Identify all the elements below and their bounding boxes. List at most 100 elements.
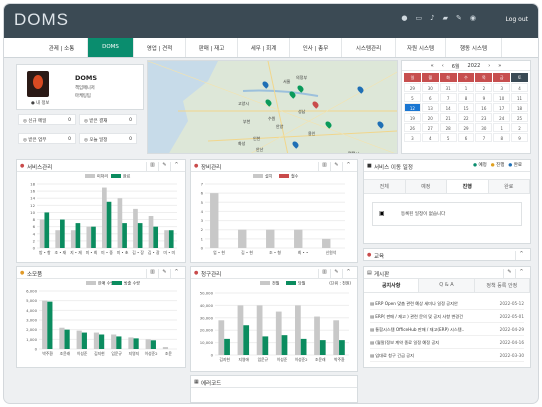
notice-row[interactable]: ▤ 임대료 청구 긴급 공지 2022-03-30 [370, 349, 524, 362]
nav-tab-2[interactable]: 영업 | 견적 [134, 38, 186, 57]
calendar-day[interactable]: 29 [404, 83, 421, 92]
calendar-day[interactable]: 8 [493, 133, 511, 142]
nav-tab-5[interactable]: 인사 | 총무 [290, 38, 342, 57]
main-nav: 관제 | 소통 DOMS 영업 | 견적 판매 | 재고 세무 | 회계 인사 | 총무 시… [4, 38, 538, 58]
next-month-button[interactable]: › [488, 63, 491, 69]
schedule-tab-1[interactable]: 예정 [405, 180, 447, 193]
calendar-day[interactable]: 18 [511, 103, 528, 112]
settings-icon[interactable]: ✎ [456, 14, 462, 22]
collapse-icon[interactable]: ^ [515, 269, 527, 278]
calendar-day[interactable]: 5 [439, 133, 457, 142]
logout-button[interactable]: Log out [506, 16, 528, 23]
calendar-day[interactable]: 11 [511, 93, 528, 102]
collapse-icon[interactable]: ^ [342, 269, 354, 278]
calendar-day[interactable]: 10 [493, 93, 511, 102]
edit-icon[interactable]: ✎ [330, 162, 342, 171]
chart-icon[interactable]: ▥ [318, 269, 330, 278]
calendar-day[interactable]: 14 [439, 103, 457, 112]
notice-row[interactable]: ▤ ERP( 판매 / 재고 ) 관련 문의 및 공지 사항 변경건 2022-0… [370, 310, 524, 323]
calendar-day[interactable]: 4 [511, 83, 528, 92]
prev-month-button[interactable]: ‹ [441, 63, 444, 69]
edit-icon[interactable]: ✎ [158, 269, 170, 278]
calendar-day[interactable]: 17 [493, 103, 511, 112]
notice-row[interactable]: ▤ 통합시스템 OfficeHub 판매 / 재고(ERP) 시스템.. 2022… [370, 323, 524, 336]
chart-icon[interactable]: ▥ [318, 162, 330, 171]
calendar-day[interactable]: 27 [421, 123, 439, 132]
calendar-day[interactable]: 24 [493, 113, 511, 122]
calendar-day[interactable]: 7 [439, 93, 457, 102]
chart-icon[interactable]: ▥ [146, 162, 158, 171]
chart-icon[interactable]: ▥ [146, 269, 158, 278]
user-icon[interactable]: ◉ [469, 14, 476, 22]
stat-3[interactable]: ◎ 오늘 일정 0 [79, 133, 137, 144]
notice-tab-0[interactable]: 공지사항 [364, 279, 420, 292]
bell-icon[interactable]: ♪ [430, 14, 435, 22]
nav-tab-1[interactable]: DOMS [88, 38, 134, 57]
profile-name: DOMS [75, 74, 98, 82]
edit-icon[interactable]: ✎ [158, 162, 170, 171]
stat-1[interactable]: ◎ 받은 결재 0 [79, 114, 137, 125]
nav-tab-7[interactable]: 자원 시스템 [396, 38, 446, 57]
folder-icon[interactable]: ▰ [442, 14, 449, 22]
schedule-tab-3[interactable]: 완료 [488, 180, 530, 193]
calendar-day[interactable]: 25 [511, 113, 528, 122]
calendar-day[interactable]: 1 [457, 83, 475, 92]
calendar-day[interactable]: 16 [475, 103, 493, 112]
calendar-day[interactable]: 7 [475, 133, 493, 142]
stat-2[interactable]: ◎ 받은 업무 0 [18, 133, 76, 144]
notice-row[interactable]: ▤ ERP Open 맞춤 관련 예상 세미나 일정 공지안 2022-05-12 [370, 297, 524, 310]
calendar-day[interactable]: 3 [493, 83, 511, 92]
calendar-day[interactable]: 15 [457, 103, 475, 112]
calendar-day[interactable]: 8 [457, 93, 475, 102]
calendar-day[interactable]: 2 [475, 83, 493, 92]
nav-tab-0[interactable]: 관제 | 소통 [36, 38, 88, 57]
calendar-day[interactable]: 21 [439, 113, 457, 122]
nav-tab-4[interactable]: 세무 | 회계 [238, 38, 290, 57]
notice-tab-1[interactable]: Q & A [419, 279, 475, 292]
prev-year-button[interactable]: « [430, 63, 434, 69]
stat-0[interactable]: ◎ 신규 메일 0 [18, 114, 76, 125]
nav-tab-6[interactable]: 시스템관리 [342, 38, 396, 57]
calendar-day[interactable]: 29 [457, 123, 475, 132]
edit-icon[interactable]: ✎ [330, 269, 342, 278]
notice-tools: ✎ ^ [503, 269, 527, 278]
calendar-day[interactable]: 31 [439, 83, 457, 92]
calendar-day[interactable]: 4 [421, 133, 439, 142]
calendar-day[interactable]: 2 [511, 123, 528, 132]
my-info-link[interactable]: ● 내 정보 [31, 101, 50, 106]
calendar-day[interactable]: 30 [475, 123, 493, 132]
collapse-icon[interactable]: ^ [170, 269, 182, 278]
bar-0 [294, 229, 303, 248]
collapse-icon[interactable]: ^ [515, 251, 527, 260]
nav-tab-3[interactable]: 판매 | 재고 [186, 38, 238, 57]
calendar-day[interactable]: 5 [404, 93, 421, 102]
calendar-day[interactable]: 20 [421, 113, 439, 122]
calendar-day[interactable]: 30 [421, 83, 439, 92]
collapse-icon[interactable]: ^ [170, 162, 182, 171]
nav-tab-8[interactable]: 행동 시스템 [446, 38, 502, 57]
collapse-icon[interactable]: ^ [342, 162, 354, 171]
calendar-day[interactable]: 13 [421, 103, 439, 112]
calendar-day[interactable]: 22 [457, 113, 475, 122]
calendar-day[interactable]: 9 [511, 133, 528, 142]
calendar-day[interactable]: 9 [475, 93, 493, 102]
schedule-tab-0[interactable]: 전체 [364, 180, 406, 193]
map-view[interactable]: 서울 인천 수원 의정부 고양시 부천 안양 성남 용인 안산 평택시 화성 [147, 60, 398, 154]
next-year-button[interactable]: » [498, 63, 502, 69]
calendar-day[interactable]: 6 [457, 133, 475, 142]
calendar-day[interactable]: 3 [404, 133, 421, 142]
monitor-icon[interactable]: ▭ [415, 14, 423, 22]
calendar-day[interactable]: 26 [404, 123, 421, 132]
app-logo[interactable]: DOMS [14, 10, 69, 29]
calendar-day[interactable]: 28 [439, 123, 457, 132]
schedule-tab-2[interactable]: 진행 [447, 180, 489, 193]
search-icon[interactable]: ● [401, 14, 408, 22]
edit-icon[interactable]: ✎ [503, 269, 515, 278]
notice-tab-2[interactable]: 정책 등록 안정 [474, 279, 530, 292]
calendar-day[interactable]: 1 [493, 123, 511, 132]
calendar-day[interactable]: 23 [475, 113, 493, 122]
notice-row[interactable]: ▤ (월말)정보 계약 종료 일정 예정 공지 2022-04-16 [370, 336, 524, 349]
calendar-day[interactable]: 12 [404, 103, 421, 112]
calendar-day[interactable]: 19 [404, 113, 421, 122]
calendar-day[interactable]: 6 [421, 93, 439, 102]
